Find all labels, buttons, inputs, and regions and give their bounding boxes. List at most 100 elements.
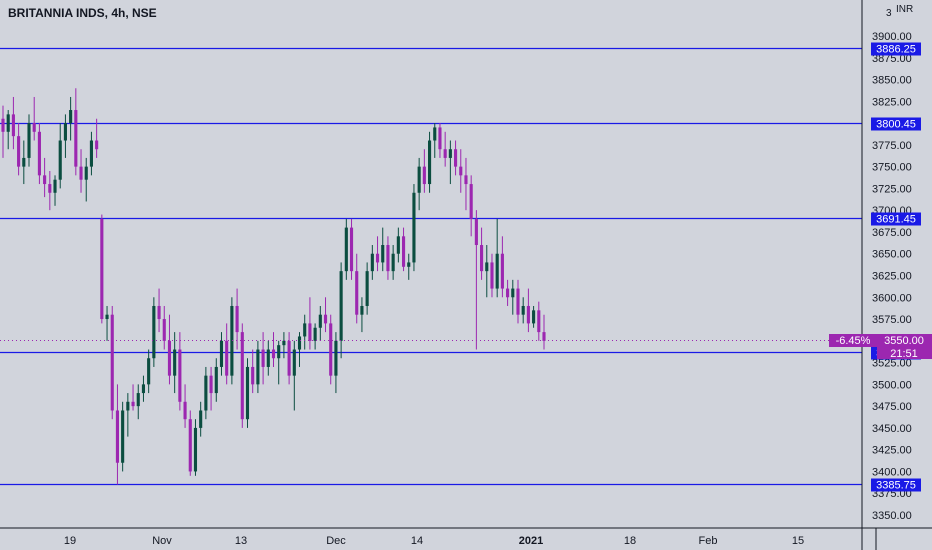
last-price-badge-text: 3550.00	[884, 335, 924, 347]
candle-body	[511, 288, 515, 298]
candle-body	[485, 262, 489, 272]
candle-body	[167, 340, 172, 376]
candle-body	[459, 166, 463, 176]
candle-body	[173, 349, 177, 376]
candle-body	[271, 349, 276, 359]
candle-body	[386, 245, 390, 272]
candle-body	[89, 140, 93, 167]
candle-body	[490, 262, 494, 289]
price-tick-label: 3450.00	[872, 423, 912, 435]
candle-body	[282, 340, 286, 346]
price-tick-label: 3475.00	[872, 401, 912, 413]
currency-label: INR	[896, 4, 914, 15]
candle-body	[401, 236, 406, 267]
change-badge	[829, 334, 877, 347]
candle-body	[480, 245, 484, 272]
level-badge-text: 3800.45	[876, 119, 916, 131]
candle-body	[256, 349, 260, 385]
change-badge-text: -6.45%	[836, 335, 871, 347]
candle-body	[251, 366, 255, 385]
price-tick-label: 3900.00	[872, 31, 912, 43]
time-tick-label: 19	[64, 535, 76, 547]
level-badge	[871, 42, 921, 56]
price-tick-label: 3625.00	[872, 271, 912, 283]
candle-body	[355, 271, 359, 315]
time-tick-label: Nov	[152, 535, 172, 547]
candle-body	[391, 253, 395, 272]
time-axis-labels: 19 Nov 13 Dec 14 2021 18 Feb 15	[64, 535, 804, 547]
price-tick-label: 3725.00	[872, 183, 912, 195]
candle-body	[95, 140, 99, 150]
candle-body	[100, 218, 104, 320]
candle-body	[500, 253, 504, 289]
time-tick-label: 14	[411, 535, 423, 547]
candle-body	[225, 340, 229, 376]
candle-body	[219, 340, 224, 367]
candle-body	[526, 305, 530, 324]
candle-body	[308, 323, 312, 341]
candle-body	[58, 140, 62, 180]
candle-body	[407, 262, 411, 267]
time-tick-label: Feb	[699, 535, 718, 547]
candle-body	[349, 227, 354, 272]
chart-title: BRITANNIA INDS, 4h, NSE	[8, 6, 157, 20]
price-axis-labels: 3350.003375.003400.003425.003450.003475.…	[872, 31, 912, 522]
candle-body	[438, 127, 442, 150]
time-tick-label: 13	[235, 535, 247, 547]
candle-body	[209, 375, 213, 394]
candle-body	[521, 305, 525, 315]
candle-body	[360, 305, 364, 315]
candle-body	[261, 349, 265, 367]
candle-body	[141, 384, 146, 394]
candle-body	[344, 227, 348, 272]
candle-body	[495, 253, 499, 289]
candle-body	[287, 340, 291, 376]
candle-body	[178, 349, 182, 402]
price-tick-label: 3575.00	[872, 314, 912, 326]
candle-body	[115, 410, 120, 463]
level-badge	[871, 478, 921, 492]
candle-body	[121, 410, 125, 463]
candle-body	[105, 314, 109, 320]
last-price-badge	[877, 334, 932, 347]
candle-body	[277, 345, 281, 359]
candle-body	[27, 123, 31, 158]
candle-body	[532, 310, 536, 324]
candle-body	[245, 366, 250, 420]
candle-body	[464, 175, 468, 185]
level-badge-text: 3385.75	[876, 480, 916, 492]
level-badge	[871, 117, 921, 131]
candle-body	[32, 123, 36, 132]
level-badge	[871, 212, 921, 226]
candle-body	[417, 166, 421, 193]
candle-body	[22, 157, 26, 167]
candle-body	[516, 288, 520, 315]
candle-body	[313, 327, 317, 341]
candle-body	[1, 118, 5, 132]
candle-body	[126, 401, 130, 411]
level-badge-text: 3691.45	[876, 214, 916, 226]
candle-body	[6, 114, 10, 132]
candle-body	[183, 401, 187, 420]
candle-body	[79, 166, 83, 180]
price-tick-label: 3425.00	[872, 445, 912, 457]
candle-body	[74, 110, 78, 167]
price-axis-corner-digit: 3	[886, 8, 892, 19]
candle-body	[199, 410, 203, 428]
price-tick-label: 3750.00	[872, 162, 912, 174]
candle-body	[381, 245, 385, 263]
price-tick-label: 3400.00	[872, 466, 912, 478]
price-tick-label: 3600.00	[872, 292, 912, 304]
countdown-badge-text: 21:51	[890, 348, 918, 360]
candle-body	[266, 349, 270, 367]
candle-body	[43, 175, 47, 185]
price-tick-label: 3775.00	[872, 140, 912, 152]
candle-body	[37, 131, 41, 176]
price-tick-label: 3825.00	[872, 96, 912, 108]
candle-body	[396, 236, 400, 254]
horizontal-levels	[0, 47, 862, 486]
candle-body	[365, 271, 369, 306]
candle-body	[448, 149, 452, 158]
